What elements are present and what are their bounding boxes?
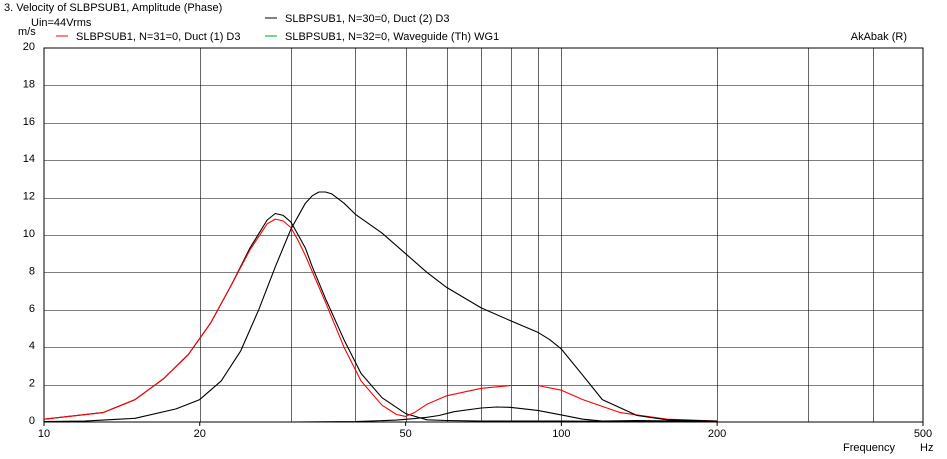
x-tick-label: 200: [708, 428, 726, 440]
y-tick-label: 8: [29, 265, 35, 277]
series-line-3: [43, 191, 718, 423]
x-tick-label: 500: [914, 428, 932, 440]
x-tick-label: 10: [38, 428, 50, 440]
y-tick-label: 4: [29, 340, 35, 352]
y-tick-label: 20: [23, 41, 35, 53]
series-line-1: [43, 218, 718, 422]
y-tick-label: 12: [23, 191, 35, 203]
series-lines: [43, 191, 718, 423]
y-tick-label: 18: [23, 78, 35, 90]
y-axis-unit: m/s: [18, 26, 36, 38]
chart-title: 3. Velocity of SLBPSUB1, Amplitude (Phas…: [4, 2, 222, 14]
y-tick-label: 6: [29, 303, 35, 315]
brand-label: AkAbak (R): [851, 31, 907, 43]
x-tick-label: 20: [194, 428, 206, 440]
x-tick-label: 50: [400, 428, 412, 440]
chart-subtitle: Uin=44Vrms: [31, 17, 92, 29]
y-tick-label: 16: [23, 116, 35, 128]
y-tick-label: 2: [29, 378, 35, 390]
legend-item: SLBPSUB1, N=30=0, Duct (2) D3: [285, 13, 449, 25]
x-tick-labels: 10 20 50 100 200 500: [38, 422, 932, 440]
legend-item: SLBPSUB1, N=31=0, Duct (1) D3: [76, 31, 240, 43]
y-tick-label: 14: [23, 153, 35, 165]
y-tick-label: 0: [29, 415, 35, 427]
grid: [44, 48, 923, 422]
series-line-4: [44, 406, 718, 423]
series-line-0: [43, 212, 718, 422]
legend: SLBPSUB1, N=30=0, Duct (2) D3 SLBPSUB1, N…: [56, 13, 499, 43]
plot-frame: [43, 47, 924, 423]
x-tick-label: 100: [552, 428, 570, 440]
y-tick-labels: 0 2 4 6 8 10 12 14 16 18 20: [23, 41, 35, 427]
x-axis-label: Frequency: [843, 442, 895, 454]
x-axis-unit: Hz: [920, 442, 933, 454]
y-tick-label: 10: [23, 228, 35, 240]
legend-item: SLBPSUB1, N=32=0, Waveguide (Th) WG1: [285, 31, 499, 43]
